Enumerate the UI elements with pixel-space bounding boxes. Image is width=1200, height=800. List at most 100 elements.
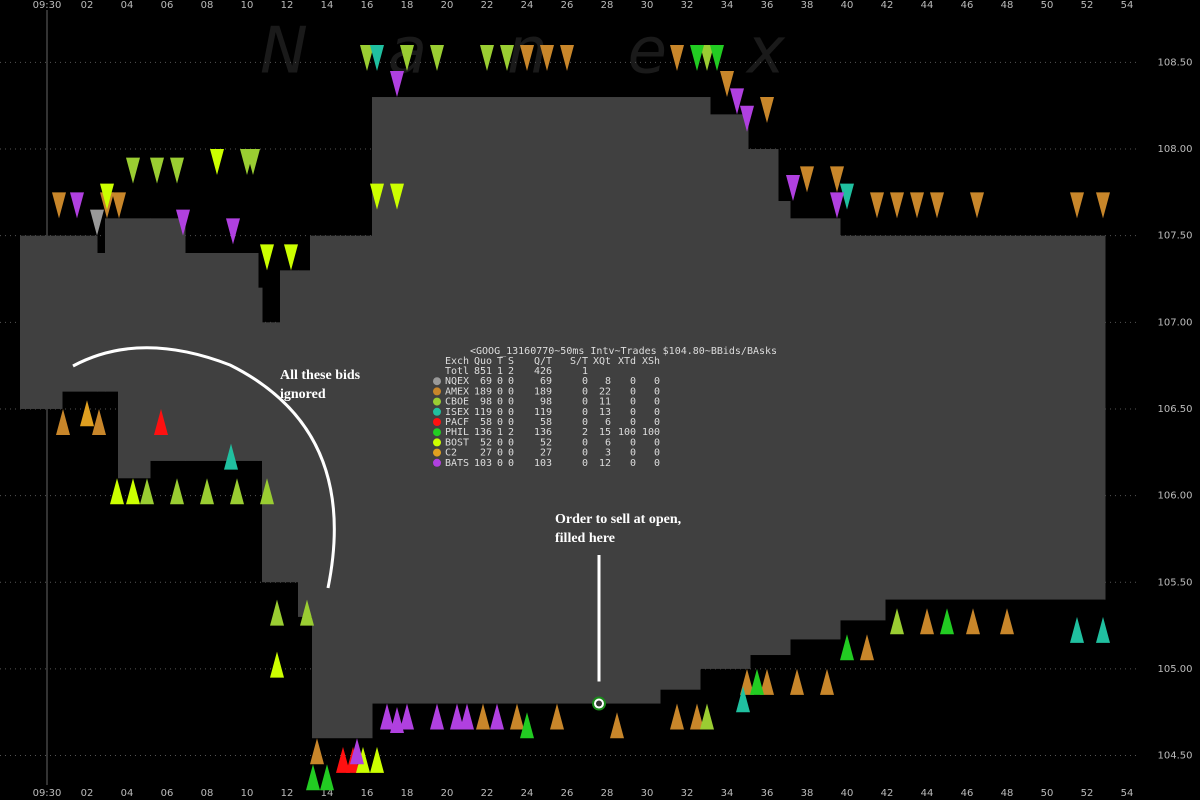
table-cell: 8 bbox=[605, 376, 611, 387]
legend-icon bbox=[433, 458, 441, 467]
table-cell: 52 bbox=[540, 437, 552, 448]
legend-label: BATS bbox=[445, 458, 469, 469]
table-row-name: Totl bbox=[445, 366, 469, 377]
table-cell: 0 bbox=[582, 376, 588, 387]
ask-marker bbox=[430, 45, 444, 72]
x-tick-label: 12 bbox=[281, 0, 294, 11]
ask-marker bbox=[100, 183, 114, 210]
bid-marker bbox=[126, 478, 140, 505]
annotation: filled here bbox=[555, 531, 615, 546]
table-cell: 0 bbox=[654, 397, 660, 408]
legend-icon bbox=[433, 397, 441, 406]
bid-marker bbox=[390, 707, 404, 734]
bid-marker bbox=[510, 703, 524, 730]
table-cell: 0 bbox=[654, 458, 660, 469]
bid-marker bbox=[92, 408, 106, 435]
x-tick-label: 09:30 bbox=[33, 0, 62, 11]
spread-segment bbox=[105, 218, 119, 392]
table-cell: 58 bbox=[480, 417, 492, 428]
table-cell: 103 bbox=[534, 458, 552, 469]
table-cell: 98 bbox=[480, 397, 492, 408]
legend-label: AMEX bbox=[445, 386, 469, 397]
x-tick-label: 52 bbox=[1081, 0, 1094, 11]
table-cell: 136 bbox=[474, 427, 492, 438]
x-tick-label: 24 bbox=[521, 0, 534, 11]
legend-label: CBOE bbox=[445, 397, 469, 408]
annotation: Order to sell at open, bbox=[555, 512, 681, 527]
ask-marker bbox=[800, 166, 814, 193]
bid-marker bbox=[890, 608, 904, 635]
table-cell: 0 bbox=[630, 397, 636, 408]
legend-icon bbox=[433, 387, 441, 396]
bid-marker bbox=[110, 478, 124, 505]
bid-marker bbox=[154, 408, 168, 435]
table-cell: 0 bbox=[630, 376, 636, 387]
legend-icon bbox=[433, 407, 441, 416]
y-tick-label: 106.00 bbox=[1158, 491, 1193, 502]
table-cell: 12 bbox=[599, 458, 611, 469]
bid-marker bbox=[140, 478, 154, 505]
annotation: ignored bbox=[280, 387, 326, 402]
spread-segment bbox=[748, 149, 751, 669]
x-tick-label: 42 bbox=[881, 0, 894, 11]
spread-segment bbox=[778, 201, 791, 656]
x-tick-label: 52 bbox=[1081, 788, 1094, 799]
ask-marker bbox=[970, 192, 984, 219]
ask-marker bbox=[112, 192, 126, 219]
x-tick-label: 44 bbox=[921, 788, 934, 799]
x-tick-label: 36 bbox=[761, 0, 774, 11]
table-cell: 1 bbox=[582, 366, 588, 377]
ask-marker bbox=[1096, 192, 1110, 219]
ask-marker bbox=[126, 157, 140, 184]
table-cell: 119 bbox=[534, 407, 552, 418]
annotation-arc bbox=[72, 346, 336, 589]
spread-segment bbox=[372, 97, 661, 704]
bid-marker bbox=[300, 599, 314, 626]
x-tick-label: 34 bbox=[721, 0, 734, 11]
spread-segment bbox=[280, 270, 299, 583]
ask-marker bbox=[170, 157, 184, 184]
bid-marker bbox=[940, 608, 954, 635]
ask-marker bbox=[150, 157, 164, 184]
table-cell: 13 bbox=[599, 407, 611, 418]
table-cell: 0 bbox=[582, 417, 588, 428]
x-tick-label: 08 bbox=[201, 0, 214, 11]
ask-marker bbox=[910, 192, 924, 219]
x-tick-label: 02 bbox=[81, 0, 94, 11]
bid-marker bbox=[270, 599, 284, 626]
spread-segment bbox=[62, 235, 98, 392]
table-cell: 0 bbox=[508, 448, 514, 459]
ask-marker bbox=[370, 45, 384, 72]
x-tick-label: 38 bbox=[801, 0, 814, 11]
x-tick-label: 30 bbox=[641, 788, 654, 799]
x-tick-label: 30 bbox=[641, 0, 654, 11]
spread-segment bbox=[185, 253, 259, 461]
bid-marker bbox=[380, 703, 394, 730]
x-tick-label: 40 bbox=[841, 0, 854, 11]
x-tick-label: 28 bbox=[601, 788, 614, 799]
bid-marker bbox=[1096, 616, 1110, 643]
table-cell: 103 bbox=[474, 458, 492, 469]
x-tick-label: 10 bbox=[241, 0, 254, 11]
table-header: XSh bbox=[642, 356, 660, 367]
table-cell: 0 bbox=[508, 386, 514, 397]
table-cell: 0 bbox=[508, 417, 514, 428]
y-tick-label: 107.50 bbox=[1158, 231, 1193, 242]
legend-label: PACF bbox=[445, 417, 469, 428]
spread-segment bbox=[258, 287, 263, 461]
x-tick-label: 06 bbox=[161, 788, 174, 799]
table-cell: 3 bbox=[605, 448, 611, 459]
ask-marker bbox=[890, 192, 904, 219]
table-cell: 0 bbox=[508, 376, 514, 387]
table-cell: 0 bbox=[508, 458, 514, 469]
y-tick-label: 104.50 bbox=[1158, 751, 1193, 762]
bid-marker bbox=[490, 703, 504, 730]
table-header: S/T bbox=[570, 356, 588, 367]
ask-marker bbox=[400, 45, 414, 72]
bid-marker bbox=[700, 703, 714, 730]
table-cell: 0 bbox=[654, 417, 660, 428]
ask-marker bbox=[480, 45, 494, 72]
ask-marker bbox=[670, 45, 684, 72]
table-cell: 2 bbox=[508, 366, 514, 377]
